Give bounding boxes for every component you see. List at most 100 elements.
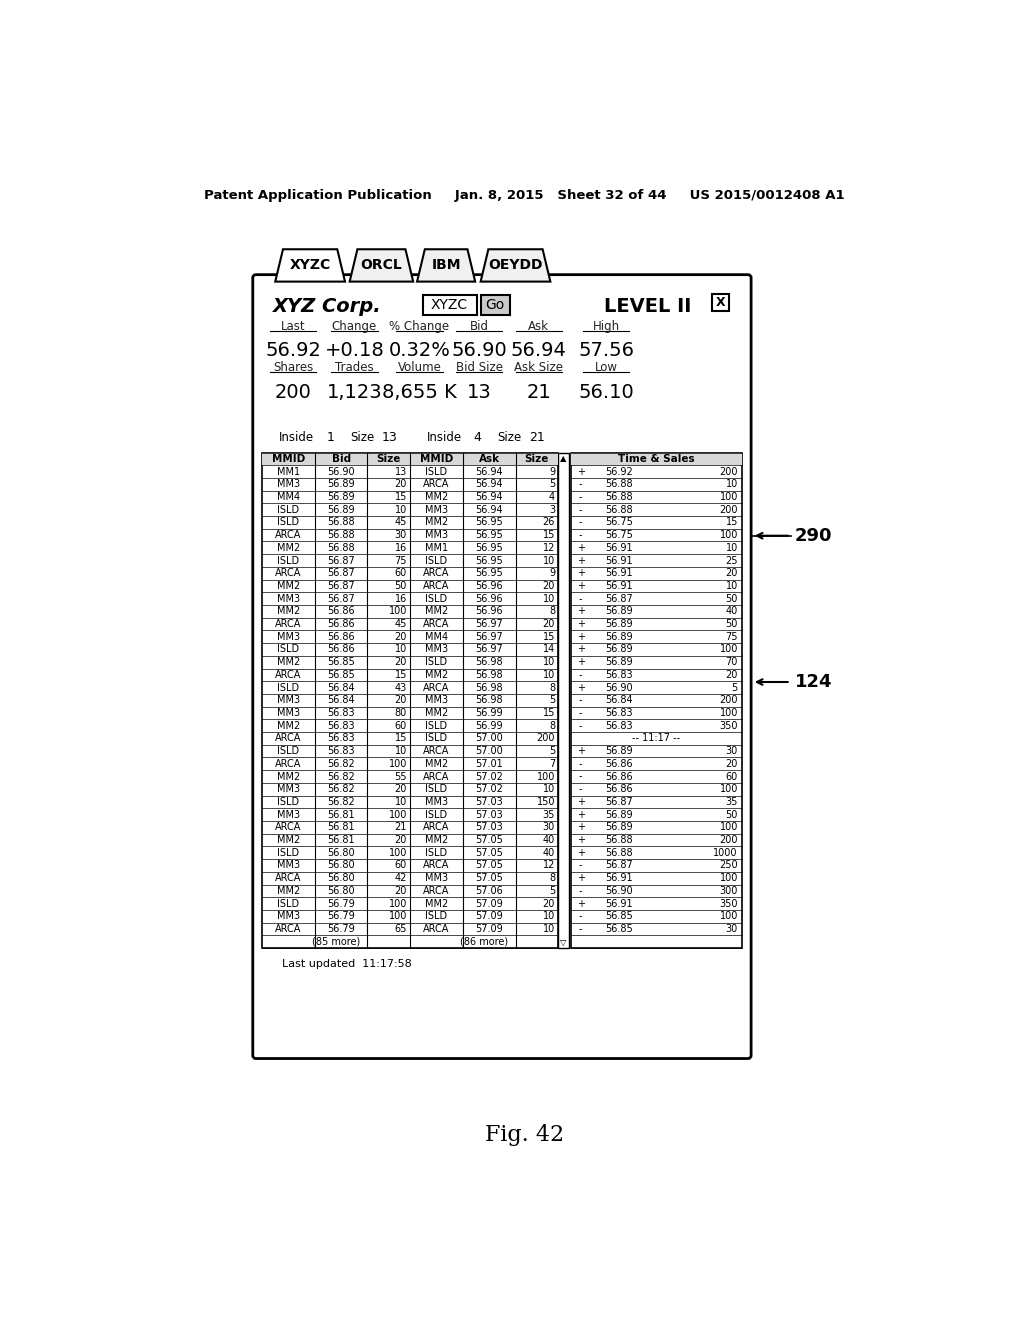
Text: 20: 20: [394, 657, 407, 667]
Text: 10: 10: [543, 924, 555, 935]
Text: MM1: MM1: [276, 466, 300, 477]
Text: 30: 30: [394, 531, 407, 540]
Text: 50: 50: [726, 594, 738, 603]
Text: MM2: MM2: [276, 606, 300, 616]
Text: 56.83: 56.83: [328, 734, 355, 743]
Text: 250: 250: [719, 861, 738, 870]
Text: -: -: [579, 721, 583, 731]
Text: 20: 20: [394, 886, 407, 896]
Text: 57.09: 57.09: [475, 911, 503, 921]
Text: +: +: [577, 899, 585, 908]
Text: +: +: [577, 632, 585, 642]
Text: MM2: MM2: [425, 836, 449, 845]
Text: Shares: Shares: [273, 362, 313, 375]
Text: 56.80: 56.80: [328, 873, 355, 883]
Text: ISLD: ISLD: [278, 644, 299, 655]
Text: 100: 100: [389, 759, 407, 768]
Text: 60: 60: [394, 568, 407, 578]
Text: +: +: [577, 847, 585, 858]
Text: 56.89: 56.89: [605, 746, 633, 756]
Text: 100: 100: [720, 644, 738, 655]
Text: 56.95: 56.95: [475, 568, 503, 578]
Text: 56.88: 56.88: [605, 479, 633, 490]
Text: Size: Size: [377, 454, 401, 463]
Text: 150: 150: [537, 797, 555, 807]
Text: 75: 75: [394, 556, 407, 565]
Text: 26: 26: [543, 517, 555, 528]
Text: 56.89: 56.89: [328, 492, 355, 502]
Text: ARCA: ARCA: [423, 581, 450, 591]
Text: +: +: [577, 836, 585, 845]
Text: ISLD: ISLD: [425, 784, 447, 795]
Text: 30: 30: [543, 822, 555, 833]
Text: MM3: MM3: [425, 797, 449, 807]
Text: 80: 80: [394, 708, 407, 718]
Text: 57.03: 57.03: [475, 822, 503, 833]
Text: 100: 100: [720, 708, 738, 718]
Text: (85 more): (85 more): [312, 937, 360, 946]
Text: 56.95: 56.95: [475, 543, 503, 553]
Text: +: +: [577, 797, 585, 807]
Text: 60: 60: [394, 721, 407, 731]
Text: 9: 9: [549, 568, 555, 578]
Text: (86 more): (86 more): [460, 937, 508, 946]
Text: 290: 290: [795, 527, 831, 545]
Text: 56.85: 56.85: [605, 924, 633, 935]
Text: ORCL: ORCL: [360, 259, 402, 272]
Text: 56.89: 56.89: [605, 644, 633, 655]
Text: 56.94: 56.94: [475, 504, 503, 515]
Text: 20: 20: [726, 568, 738, 578]
Text: High: High: [593, 319, 620, 333]
Bar: [558, 453, 569, 948]
Text: 124: 124: [795, 673, 831, 690]
Text: 100: 100: [720, 822, 738, 833]
Text: 10: 10: [394, 746, 407, 756]
Text: 56.91: 56.91: [605, 543, 633, 553]
Text: -: -: [579, 924, 583, 935]
Text: 43: 43: [394, 682, 407, 693]
Text: 10: 10: [543, 669, 555, 680]
Text: -: -: [579, 911, 583, 921]
Text: 56.84: 56.84: [605, 696, 633, 705]
Text: +: +: [577, 619, 585, 630]
Polygon shape: [417, 249, 475, 281]
Text: MM3: MM3: [276, 784, 300, 795]
Text: Low: Low: [595, 362, 617, 375]
Text: 20: 20: [394, 836, 407, 845]
Text: MM3: MM3: [425, 531, 449, 540]
Text: 57.03: 57.03: [475, 809, 503, 820]
Text: 56.88: 56.88: [328, 517, 355, 528]
Text: 56.98: 56.98: [475, 682, 503, 693]
Text: +: +: [577, 822, 585, 833]
Text: 56.99: 56.99: [475, 708, 503, 718]
Text: 20: 20: [543, 619, 555, 630]
Text: 5: 5: [549, 886, 555, 896]
Text: 56.96: 56.96: [475, 581, 503, 591]
Text: ISLD: ISLD: [278, 504, 299, 515]
Text: 56.98: 56.98: [475, 669, 503, 680]
Text: 10: 10: [543, 657, 555, 667]
Text: 30: 30: [726, 746, 738, 756]
Text: 100: 100: [389, 899, 407, 908]
Text: 57.05: 57.05: [475, 836, 503, 845]
Text: LEVEL II: LEVEL II: [603, 297, 691, 315]
Text: 70: 70: [726, 657, 738, 667]
Text: ARCA: ARCA: [423, 568, 450, 578]
Text: MM2: MM2: [276, 771, 300, 781]
Text: ARCA: ARCA: [275, 924, 302, 935]
Text: Change: Change: [332, 319, 377, 333]
Text: MM3: MM3: [276, 708, 300, 718]
Text: 56.80: 56.80: [328, 886, 355, 896]
Text: 15: 15: [394, 669, 407, 680]
Text: MM3: MM3: [425, 696, 449, 705]
Bar: [262, 453, 558, 948]
Text: MM3: MM3: [276, 696, 300, 705]
Text: 56.90: 56.90: [328, 466, 355, 477]
Bar: [518, 429, 557, 442]
Bar: [371, 429, 410, 442]
Text: 200: 200: [720, 466, 738, 477]
Text: ARCA: ARCA: [275, 619, 302, 630]
Text: Size: Size: [498, 430, 522, 444]
Text: 56.94: 56.94: [475, 466, 503, 477]
Text: 350: 350: [720, 899, 738, 908]
